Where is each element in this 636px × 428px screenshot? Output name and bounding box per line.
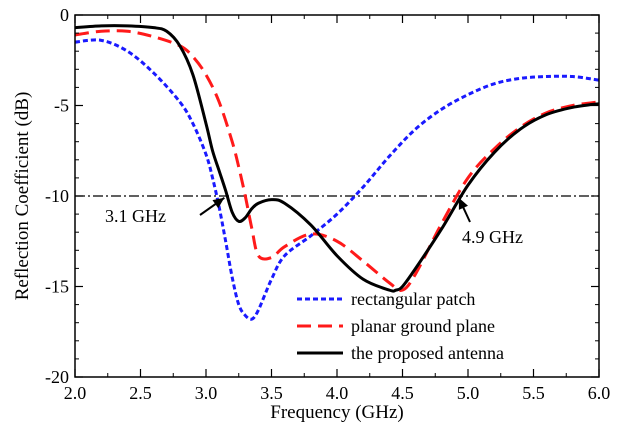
x-axis-label: Frequency (GHz) <box>270 402 403 423</box>
y-tick-label: -5 <box>54 96 69 116</box>
annotation-arrow-head <box>212 197 225 209</box>
x-tick-label: 2.5 <box>129 383 152 403</box>
series-line-3 <box>75 24 599 293</box>
x-tick-label: 2.0 <box>64 383 87 403</box>
y-tick-label: -10 <box>45 186 69 206</box>
x-tick-label: 5.0 <box>457 383 480 403</box>
annotation-arrow-head <box>458 197 468 210</box>
x-tick-label: 3.0 <box>195 383 218 403</box>
series-line-1 <box>75 38 599 321</box>
x-tick-label: 6.0 <box>588 383 611 403</box>
annotation-label: 4.9 GHz <box>462 227 523 247</box>
y-tick-label: -15 <box>45 277 69 297</box>
legend-label: planar ground plane <box>351 316 495 336</box>
annotation-label: 3.1 GHz <box>105 206 166 226</box>
x-tick-label: 4.0 <box>326 383 349 403</box>
series-line-2 <box>75 29 599 292</box>
legend-label: the proposed antenna <box>351 343 504 363</box>
x-tick-label: 4.5 <box>391 383 414 403</box>
y-tick-label: 0 <box>60 5 69 25</box>
y-tick-label: -20 <box>45 367 69 387</box>
legend-label: rectangular patch <box>351 289 475 309</box>
x-tick-label: 3.5 <box>260 383 283 403</box>
y-axis-label: Reflection Coefficient (dB) <box>12 92 33 301</box>
x-tick-label: 5.5 <box>522 383 545 403</box>
